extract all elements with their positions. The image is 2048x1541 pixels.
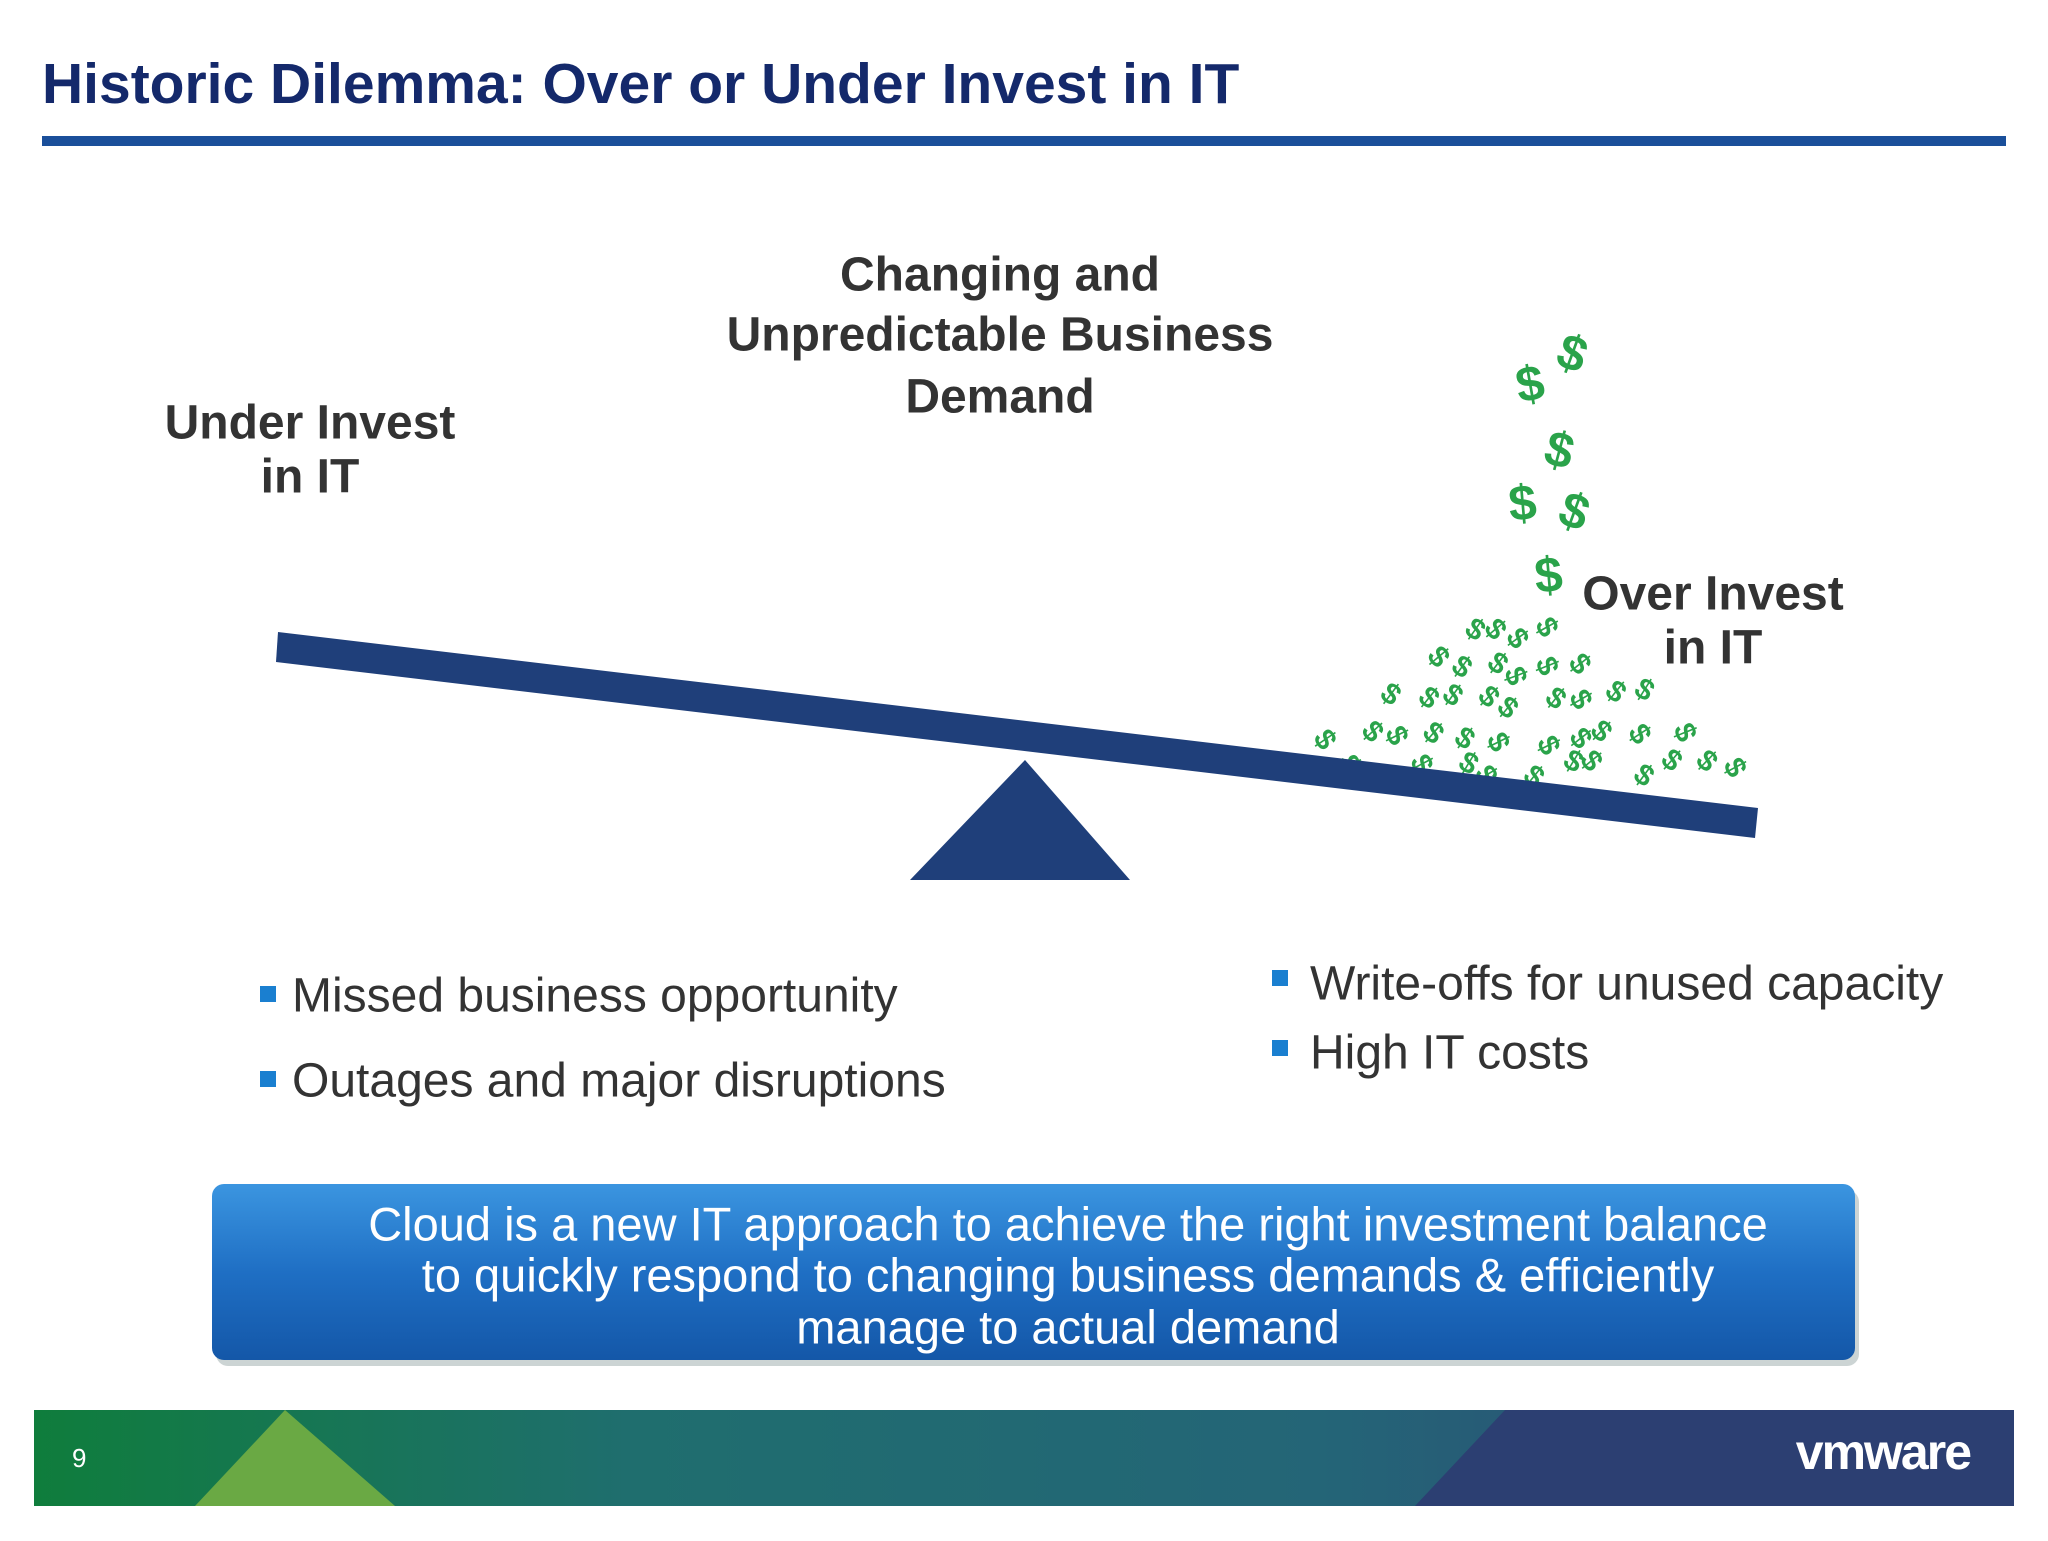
money-symbol: $ bbox=[1528, 612, 1565, 643]
logo: vmware bbox=[1796, 1424, 1971, 1480]
slide-title: Historic Dilemma: Over or Under Invest i… bbox=[42, 52, 1239, 116]
bullet-marker bbox=[1272, 970, 1288, 986]
money-symbol: $ bbox=[1511, 354, 1548, 414]
callout-box bbox=[212, 1184, 1855, 1360]
bullet-marker bbox=[260, 986, 276, 1002]
money-symbol: $ bbox=[1416, 715, 1450, 751]
money-symbol: $ bbox=[1629, 671, 1661, 708]
bullet: High IT costs bbox=[1310, 1027, 1589, 1080]
bullet-marker bbox=[260, 1071, 276, 1087]
callout-text: to quickly respond to changing business … bbox=[422, 1248, 1715, 1301]
money-symbol: $ bbox=[1532, 546, 1565, 604]
page-number: 9 bbox=[72, 1443, 86, 1473]
money-symbol: $ bbox=[1689, 743, 1724, 779]
left-label: in IT bbox=[261, 451, 360, 504]
money-symbol: $ bbox=[1562, 647, 1598, 681]
money-symbol: $ bbox=[1506, 474, 1539, 532]
bullet: Missed business opportunity bbox=[292, 970, 898, 1023]
callout-text: Cloud is a new IT approach to achieve th… bbox=[368, 1197, 1768, 1250]
bullet: Write-offs for unused capacity bbox=[1310, 958, 1943, 1011]
left-label: Under Invest bbox=[165, 397, 456, 450]
money-symbol: $ bbox=[1306, 723, 1343, 756]
center-label: Changing and bbox=[840, 249, 1160, 302]
center-label: Demand bbox=[905, 371, 1094, 424]
money-symbol: $ bbox=[1550, 322, 1595, 384]
money-symbol: $ bbox=[1552, 480, 1597, 542]
money-symbol: $ bbox=[1374, 676, 1407, 713]
money-symbol: $ bbox=[1480, 727, 1517, 757]
fulcrum bbox=[910, 760, 1130, 880]
right-label: in IT bbox=[1664, 622, 1763, 675]
title-rule bbox=[42, 136, 2006, 146]
bullet-marker bbox=[1272, 1040, 1288, 1056]
money-symbol: $ bbox=[1436, 677, 1469, 714]
money-symbol: $ bbox=[1530, 731, 1567, 761]
money-pile: $ $$$ $$$$$$$$ $$$$$ $$ $$ $$ $$$ $$ $$$ $$$ $ $$ $$ $… bbox=[1288, 322, 1753, 795]
money-symbol: $ bbox=[1599, 674, 1633, 710]
money-symbol: $ bbox=[1655, 742, 1689, 778]
center-label: Unpredictable Business bbox=[727, 309, 1274, 362]
money-symbol: $ bbox=[1539, 419, 1581, 480]
money-symbol: $ bbox=[1621, 718, 1658, 750]
money-symbol: $ bbox=[1584, 713, 1619, 749]
money-symbol: $ bbox=[1627, 757, 1660, 794]
money-symbol: $ bbox=[1666, 719, 1703, 747]
money-symbol: $ bbox=[1528, 652, 1565, 680]
seesaw-beam bbox=[276, 632, 1758, 838]
footer-triangle bbox=[195, 1410, 395, 1506]
footer-shape bbox=[1415, 1410, 2014, 1506]
right-label: Over Invest bbox=[1582, 568, 1843, 621]
callout-text: manage to actual demand bbox=[796, 1300, 1339, 1353]
bullet: Outages and major disruptions bbox=[292, 1055, 946, 1108]
